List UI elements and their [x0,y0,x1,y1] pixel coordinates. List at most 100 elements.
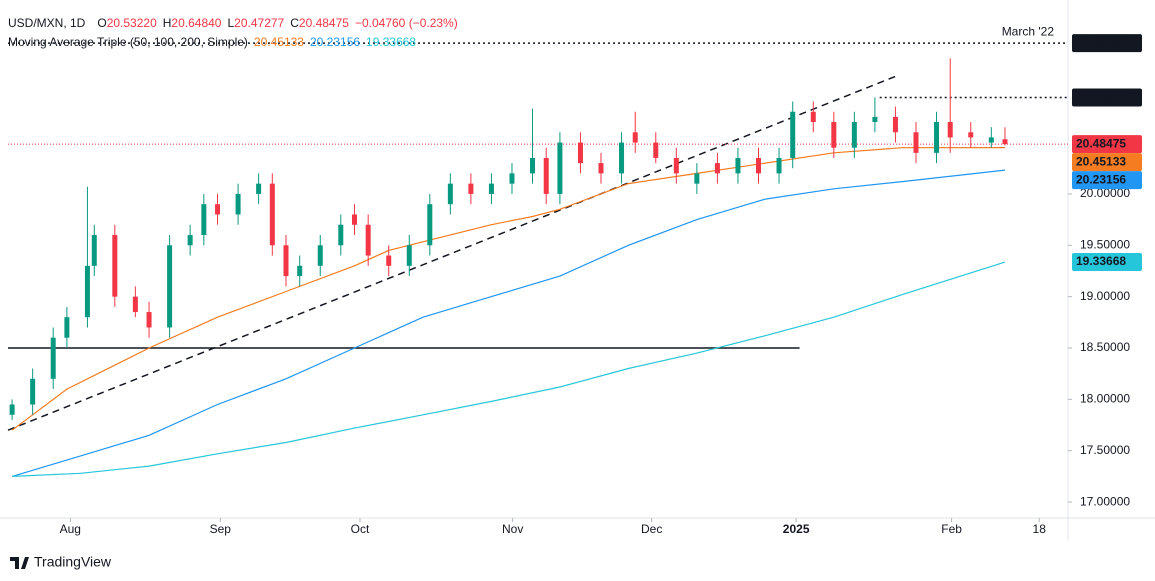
candle-body [1002,139,1008,145]
ma-value: 20.23156 [310,35,360,49]
candle-body [406,245,412,266]
candle-body [968,132,974,138]
candle-body [187,235,193,246]
candle-body [790,111,796,158]
price-badge-bg [1072,34,1142,53]
level-note: March '22 [1002,24,1055,38]
x-tick-label: Aug [60,522,81,536]
y-tick-label: 18.00000 [1080,392,1130,406]
price-badge: 20.48475 [1072,135,1142,154]
candle-body [365,224,371,256]
candle-body [735,157,741,174]
x-tick-label: 2025 [783,522,810,536]
symbol: USD/MXN, 1D [8,16,86,30]
candle-body [509,173,515,184]
ohlc-value: 20.48475 [299,16,349,30]
tradingview-logo: TradingView [10,554,112,570]
candle-body [488,183,494,194]
price-badge: 21.46750 [1072,34,1142,53]
candle-body [892,116,898,133]
candle-body [776,157,782,174]
ma-value: 20.45133 [254,35,304,49]
trendline [7,74,900,431]
candle-body [215,204,221,215]
price-badge-bg [1072,253,1142,272]
candle-body [653,142,659,158]
moving-average-line [12,261,1006,477]
candle-body [714,163,720,174]
candle-body [256,183,262,194]
y-tick-label: 20.00000 [1080,186,1130,200]
candle-body [934,122,940,153]
x-tick-label: Oct [351,522,370,536]
x-tick-label: Sep [210,522,232,536]
price-badge-bg [1072,88,1142,107]
price-badge-label: 20.93928 [1076,90,1126,104]
candle-body [427,204,433,246]
candle-body [283,245,289,277]
x-tick-label: 18 [1033,522,1047,536]
candle-body [84,265,90,318]
candle-body [673,157,679,174]
candle-body [851,122,857,148]
candle-body [146,312,152,328]
candle-body [30,378,36,405]
change: −0.04760 (−0.23%) [355,16,458,30]
ohlc-key: L [227,16,234,30]
candle-body [947,122,953,138]
candle-body [112,235,118,297]
ohlc-value: 20.64840 [171,16,221,30]
candle-body [872,116,878,123]
moving-average-line [11,147,1006,431]
candle-body [530,157,536,174]
y-tick-label: 19.50000 [1080,237,1130,251]
candle-body [269,183,275,246]
candle-body [235,193,241,215]
candle-body [694,173,700,184]
candle-body [468,183,474,194]
y-tick-label: 18.50000 [1080,340,1130,354]
candle-body [132,296,138,313]
plot-area [7,42,1068,477]
price-badge-label: 20.45133 [1076,154,1126,168]
candle-body [297,265,303,277]
candle-body [351,214,357,225]
x-tick-label: Nov [502,522,523,536]
price-badge: 20.45133 [1072,153,1142,172]
price-badge: 19.33668 [1072,253,1142,272]
candle-body [988,137,994,143]
candle-body [831,122,837,148]
candle-body [338,224,344,246]
candle-body [810,111,816,123]
candle-body [598,163,604,174]
candle-body [50,337,56,379]
ohlc-value: 20.47277 [234,16,284,30]
candle-body [913,132,919,153]
price-badge-label: 21.46750 [1076,35,1126,49]
candle-body [64,317,70,338]
ma-value: 19.33668 [366,35,416,49]
ohlc-value: 20.53220 [107,16,157,30]
moving-average-line [11,169,1006,477]
candle-body [755,157,761,174]
y-tick-label: 19.00000 [1080,289,1130,303]
candle-body [543,157,549,194]
candle-body [201,204,207,236]
candle-body [9,404,15,415]
price-badge: 20.23156 [1072,171,1142,190]
candle-body [386,255,392,266]
brand: TradingView [34,554,112,570]
x-tick-label: Dec [641,522,662,536]
ohlc-key: H [163,16,172,30]
price-badge-label: 19.33668 [1076,254,1126,268]
price-badge-bg [1072,171,1142,190]
x-tick-label: Feb [941,522,962,536]
y-tick-label: 17.50000 [1080,443,1130,457]
price-badge-label: 20.23156 [1076,172,1126,186]
ohlc-key: O [97,16,106,30]
ohlc-key: C [290,16,299,30]
candle-body [317,245,323,266]
y-tick-label: 17.00000 [1080,494,1130,508]
